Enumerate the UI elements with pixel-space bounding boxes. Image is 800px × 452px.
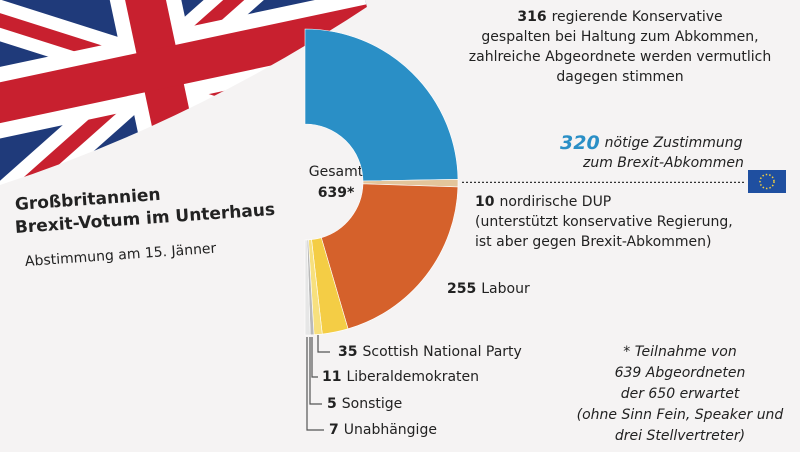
leader-lines	[306, 335, 330, 431]
threshold-label: 320 nötige Zustimmung	[560, 132, 743, 154]
slice-name: Scottish National Party	[362, 344, 521, 360]
slice-name: regierende Konservative	[552, 9, 723, 25]
slice-name: Liberaldemokraten	[346, 369, 479, 385]
slice-name: Unabhängige	[344, 422, 437, 438]
pie-slice	[320, 183, 459, 330]
threshold-value: 320	[560, 132, 600, 154]
pie-slice	[304, 28, 459, 182]
slice-value: 35	[338, 344, 357, 360]
slice-label: 255 Labour	[447, 281, 530, 297]
slice-name: Labour	[481, 281, 530, 297]
footnote: der 650 erwartet	[621, 386, 740, 402]
footnote: (ohne Sinn Fein, Speaker und	[577, 407, 784, 423]
total-label: 639*	[318, 185, 355, 201]
slice-value: 255	[447, 281, 476, 297]
threshold-text: zum Brexit-Abkommen	[582, 155, 744, 171]
slice-name: Sonstige	[342, 396, 403, 412]
footnote: drei Stellvertreter)	[615, 428, 745, 444]
slice-value: 10	[475, 194, 495, 210]
threshold-text: nötige Zustimmung	[605, 135, 743, 151]
slice-detail: (unterstützt konservative Regierung,	[475, 214, 733, 230]
eu-flag	[748, 170, 786, 193]
slice-value: 316	[517, 9, 546, 25]
slice-label: 5 Sonstige	[327, 396, 402, 412]
center-label: Gesamt	[309, 164, 364, 180]
slice-label: 10 nordirische DUP	[475, 194, 611, 210]
slice-label: 11 Liberaldemokraten	[322, 369, 479, 385]
slice-detail: zahlreiche Abgeordnete werden vermutlich	[469, 49, 771, 65]
slice-detail: gespalten bei Haltung zum Abkommen,	[481, 29, 758, 45]
pie-slice	[304, 239, 311, 336]
footnote: * Teilnahme von	[623, 344, 736, 360]
slice-detail: dagegen stimmen	[556, 69, 683, 85]
slice-label: 7 Unabhängige	[329, 422, 437, 438]
footnote: 639 Abgeordneten	[615, 365, 746, 381]
slice-value: 11	[322, 369, 341, 385]
slice-label: 35 Scottish National Party	[338, 344, 522, 360]
slice-name: nordirische DUP	[499, 194, 611, 210]
slice-detail: ist aber gegen Brexit-Abkommen)	[475, 234, 711, 250]
slice-value: 5	[327, 396, 337, 412]
slice-label: 316 regierende Konservative	[517, 9, 722, 25]
slice-value: 7	[329, 422, 339, 438]
